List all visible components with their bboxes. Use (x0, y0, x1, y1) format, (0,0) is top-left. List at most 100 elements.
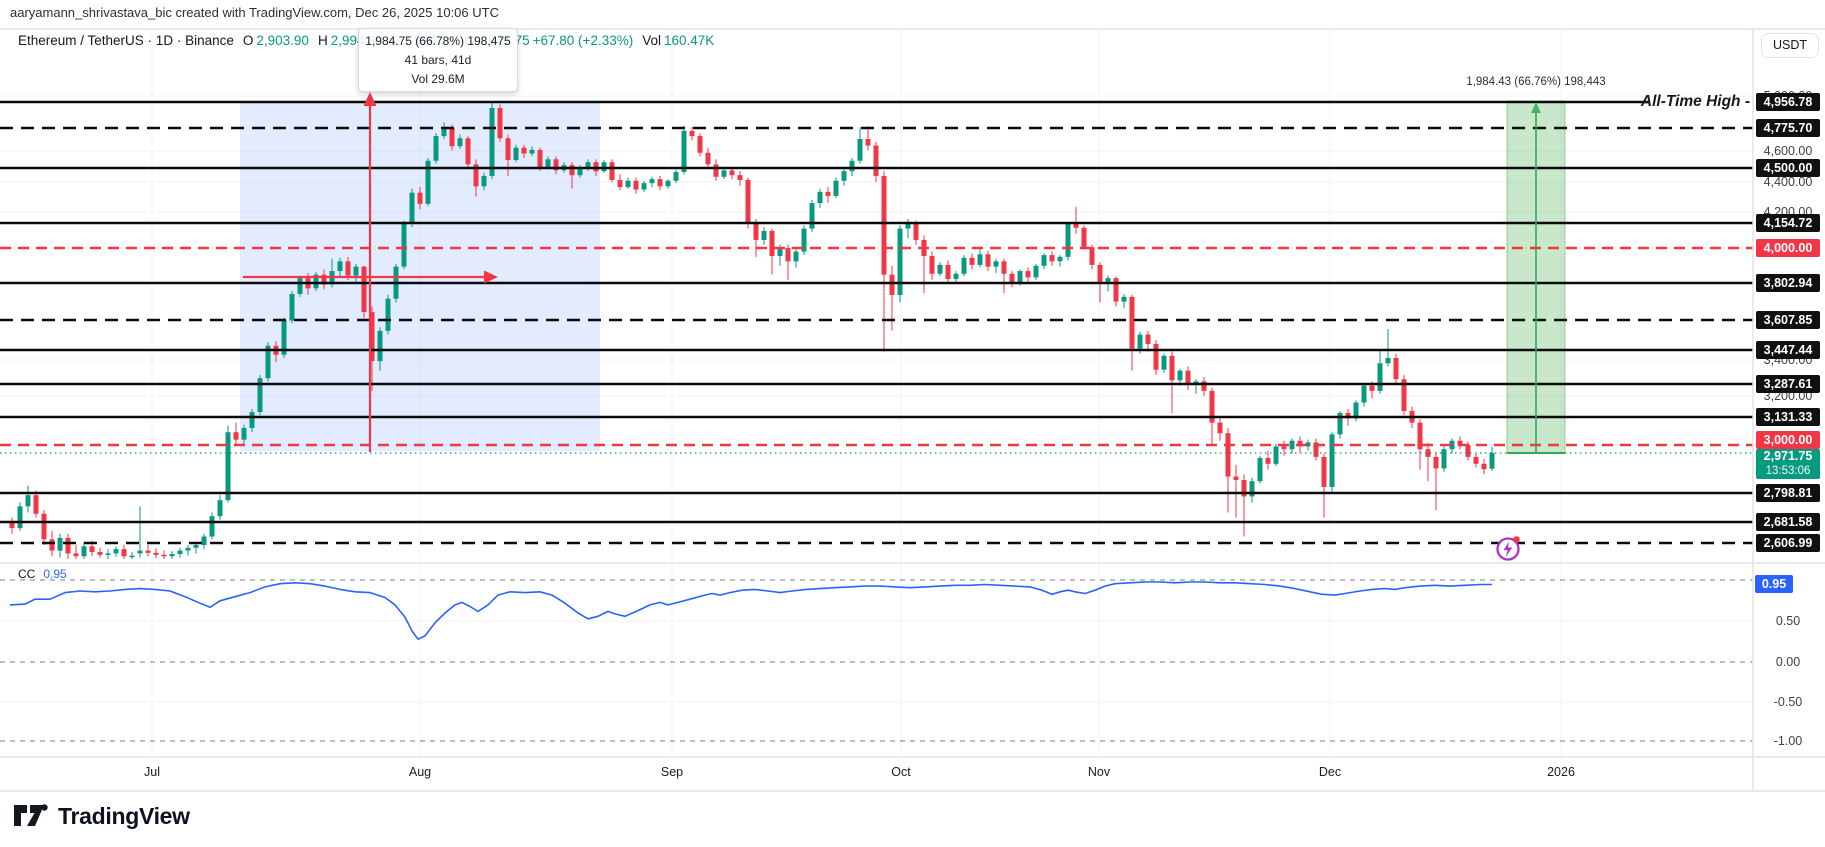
candle-body (241, 427, 247, 440)
candle-body (705, 152, 711, 165)
axis-tick--0.50: -0.50 (1773, 695, 1803, 709)
time-label-Dec: Dec (1318, 765, 1342, 779)
candle-body (1361, 385, 1367, 403)
candle-body (1473, 456, 1479, 464)
candle-body (73, 553, 79, 557)
candle-body (337, 261, 343, 272)
candle-body (873, 145, 879, 176)
candle-body (217, 500, 223, 517)
candle-body (1321, 456, 1327, 487)
candle-body (1057, 256, 1063, 262)
legend-change: +67.80 (+2.33%) (532, 33, 634, 48)
candle-body (585, 162, 591, 168)
candle-body (1257, 458, 1263, 482)
candle-body (1457, 440, 1463, 445)
candle-body (1481, 463, 1487, 470)
tradingview-logo-icon (14, 804, 48, 826)
candle-body (625, 180, 631, 188)
candle-body (1225, 433, 1231, 477)
candle-body (1145, 334, 1151, 344)
candle-body (673, 171, 679, 181)
axis-tick-4,400.00: 4,400.00 (1763, 175, 1813, 189)
candle-body (833, 180, 839, 196)
candle-body (1393, 357, 1399, 380)
candle-body (185, 547, 191, 551)
candle-body (1073, 223, 1079, 228)
candle-body (985, 254, 991, 267)
candle-body (193, 544, 199, 548)
time-label-Aug: Aug (408, 765, 432, 779)
candle-body (1465, 445, 1471, 457)
measure-tooltip-volume: Vol 29.6M (411, 72, 465, 86)
candle-body (1265, 458, 1271, 464)
candle-body (225, 432, 231, 501)
candle-body (841, 171, 847, 181)
candle-body (593, 162, 599, 172)
candle-body (209, 516, 215, 537)
cc-indicator-value: 0.95 (43, 567, 67, 581)
candle-body (817, 191, 823, 204)
candle-body (297, 278, 303, 294)
horizontal-arrow-head (484, 270, 498, 284)
time-label-Jul: Jul (144, 765, 160, 779)
candle-body (289, 293, 295, 321)
candle-body (801, 228, 807, 252)
candle-body (257, 378, 263, 413)
candle-body (1369, 385, 1375, 391)
candle-body (745, 179, 751, 223)
candle-body (1081, 227, 1087, 248)
candle-body (1313, 442, 1319, 457)
legend-ohlc-key: H (317, 33, 328, 48)
candle-body (969, 257, 975, 265)
candle-body (361, 266, 367, 313)
candle-body (265, 345, 271, 379)
candle-body (545, 159, 551, 168)
attribution-text: aaryamann_shrivastava_bic created with T… (10, 5, 499, 20)
candle-body (1289, 440, 1295, 450)
candle-body (1001, 261, 1007, 274)
candle-body (665, 180, 671, 187)
candle-body (1217, 422, 1223, 434)
tradingview-logo[interactable]: TradingView (13, 801, 190, 831)
alert-icon[interactable] (1496, 536, 1520, 561)
candle-body (889, 274, 895, 295)
price-label-2,798.81: 2,798.81 (1756, 484, 1820, 502)
candle-body (1169, 355, 1175, 381)
candle-body (377, 330, 383, 362)
currency-toggle-button[interactable]: USDT (1761, 33, 1819, 58)
candle-body (409, 192, 415, 224)
all-time-high-label: All-Time High - (1640, 93, 1750, 110)
candle-body (457, 138, 463, 147)
candle-body (1273, 446, 1279, 464)
candle-body (385, 298, 391, 331)
candle-body (737, 175, 743, 180)
candle-body (713, 164, 719, 177)
candle-body (1297, 440, 1303, 447)
axis-tick-0.50: 0.50 (1775, 614, 1801, 628)
legend-volume-key: Vol (642, 33, 661, 48)
candle-body (481, 175, 487, 187)
price-label-0.95: 0.95 (1755, 575, 1793, 593)
candle-body (953, 273, 959, 280)
candle-body (321, 274, 327, 285)
price-label-4,956.78: 4,956.78 (1756, 93, 1820, 111)
candle-body (121, 549, 127, 557)
candle-body (897, 228, 903, 295)
candle-body (601, 162, 607, 172)
candle-body (441, 128, 447, 137)
candle-body (689, 131, 695, 137)
candle-body (913, 223, 919, 240)
axis-tick-0.00: 0.00 (1775, 655, 1801, 669)
candle-body (473, 164, 479, 187)
candle-body (1041, 255, 1047, 266)
candle-body (761, 231, 767, 240)
candle-body (1017, 271, 1023, 283)
cc-series-line (9, 581, 1492, 641)
candle-body (57, 537, 63, 551)
candle-body (25, 495, 31, 507)
cc-indicator-legend[interactable]: CC 0.95 (18, 567, 67, 581)
countdown-timer: 13:53:06 (1765, 465, 1811, 477)
candle-body (1209, 390, 1215, 423)
candle-body (201, 536, 207, 545)
